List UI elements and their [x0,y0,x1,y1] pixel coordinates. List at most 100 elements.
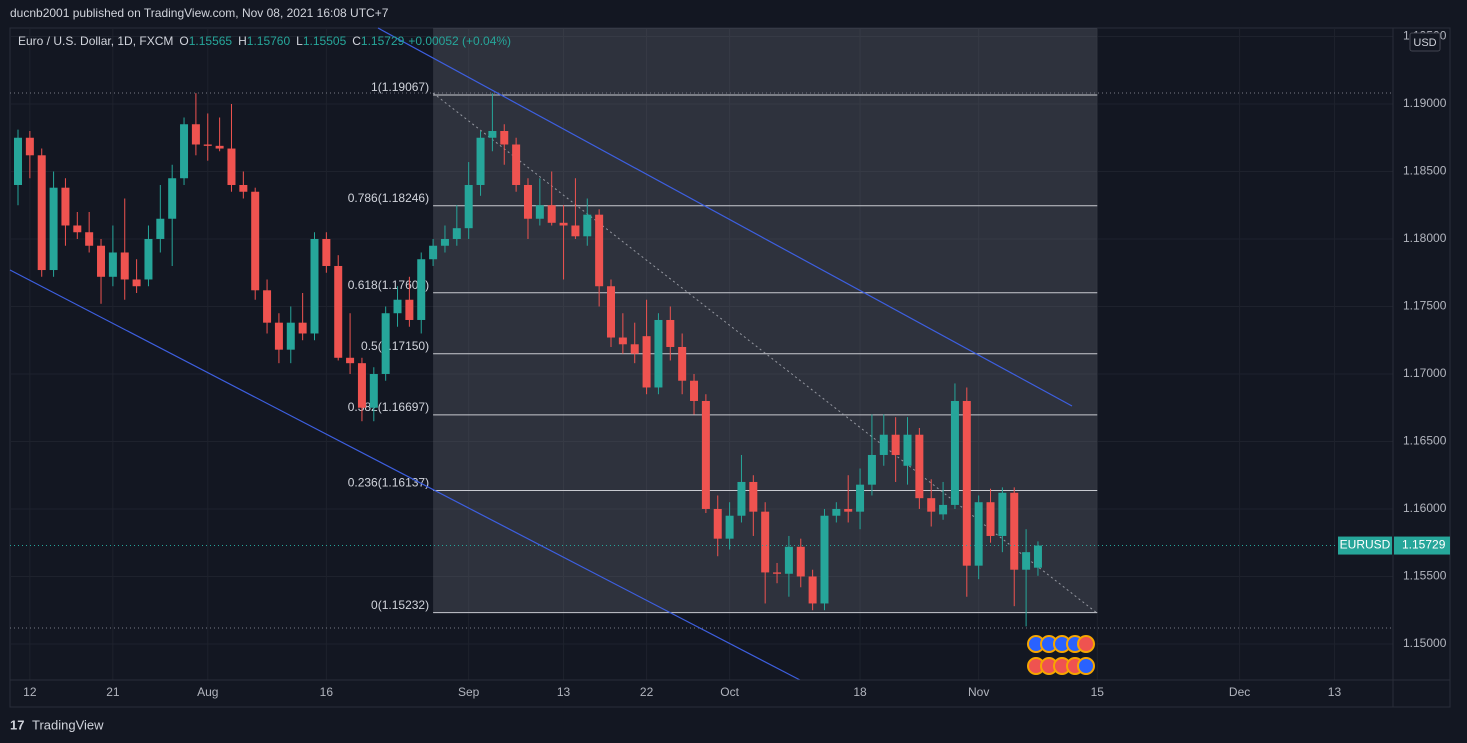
candle-body [286,322,295,350]
currency-box[interactable] [1409,32,1441,52]
candle-body [820,515,829,604]
candle-body [369,373,378,408]
candle-body [571,225,580,237]
candle-body [630,344,639,354]
ticker-tag-label: EURUSD [1340,538,1391,552]
fib-label: 0.786(1.18246) [348,191,429,205]
legend-text: 1.15760 [247,34,291,48]
legend-text: 1.15565 [189,34,233,48]
x-tick-label: Oct [720,685,739,699]
event-icon[interactable] [1077,635,1095,653]
y-tick-label: 1.18500 [1403,164,1447,178]
candle-body [583,214,592,237]
candles [10,93,1393,627]
header-title: ducnb2001 published on TradingView.com, … [10,6,389,20]
y-tick-label: 1.17500 [1403,299,1447,313]
candle-body [1022,552,1031,570]
candle-body [666,319,675,347]
candle-body [452,228,461,239]
legend-text: Euro / U.S. Dollar, 1D, FXCM [18,34,173,48]
candle-body [1033,545,1042,568]
candle-body [725,515,734,539]
candle-body [381,313,390,374]
candle-body [357,363,366,408]
candle-body [132,279,141,287]
price-tag [1394,536,1450,555]
candle-body [203,144,212,146]
candle-body [749,481,758,512]
candle-body [156,218,165,239]
axes: 1.15000 1.15500 1.16000 1.16500 1.17000 1.175… [23,29,1450,699]
candle-body [784,546,793,574]
candle-body [713,508,722,539]
candle-body [251,191,260,291]
x-tick-label: 12 [23,685,37,699]
candle-body [144,238,153,280]
fib-label: 0.382(1.16697) [348,400,429,414]
candle-body [808,576,817,604]
x-tick-label: Nov [968,685,989,699]
candle-body [488,130,497,138]
channel-line [9,269,801,681]
candle-body [950,400,959,505]
candle-body [701,400,710,509]
brand-logo: 17 [10,717,24,732]
candle-body [856,484,865,512]
candle-body [61,187,70,226]
candle-body [346,357,355,364]
candle-body [429,245,438,260]
candle-body [263,290,272,323]
candle-body [322,238,331,266]
legend-text: O [179,34,188,48]
x-tick-label: 16 [320,685,334,699]
candle-body [678,346,687,381]
candle-body [49,187,58,271]
candle-body [1010,492,1019,570]
candle-body [215,145,224,149]
candle-body [607,286,615,338]
x-tick-label: 13 [1328,685,1342,699]
fib-trend-line [432,92,1098,614]
price-tag-label: 1.15729 [1402,538,1446,552]
candle-body [737,481,746,516]
candle-body [37,155,46,271]
candle-body [654,319,663,388]
legend-text: L [296,34,303,48]
candle-body [227,148,236,185]
candle-body [512,144,521,185]
x-tick-label: 22 [640,685,654,699]
candle-body [120,252,129,280]
ticker-tag [1338,536,1392,555]
fib-label: 0(1.15232) [371,598,429,612]
legend-text: C [352,34,361,48]
candle-body [73,225,82,233]
candle-body [998,492,1007,536]
brand: TradingView [32,717,104,732]
candle-body [547,205,556,223]
candle-body [393,299,402,314]
candle-body [180,124,189,179]
x-tick-label: Dec [1229,685,1250,699]
y-tick-label: 1.18000 [1403,231,1447,245]
candle-body [97,245,106,277]
candle-body [464,184,473,229]
candle-body [891,434,900,455]
candle-body [500,130,509,145]
candle-body [796,546,805,577]
candle-body [832,508,841,516]
event-icons [1027,635,1095,675]
x-tick-label: Sep [458,685,480,699]
legend-text: +0.00052 (+0.04%) [408,34,511,48]
x-tick-label: 18 [853,685,867,699]
x-tick-label: 13 [557,685,571,699]
event-icon[interactable] [1077,657,1095,675]
fib-label: 0.5(1.17150) [361,339,429,353]
candle-body [915,434,924,499]
currency: USD [1413,37,1436,49]
candle-body [239,184,248,192]
candle-body [618,337,627,345]
legend-text: 1.15729 [361,34,405,48]
fib-label: 1(1.19067) [371,80,429,94]
candle-body [298,322,307,334]
